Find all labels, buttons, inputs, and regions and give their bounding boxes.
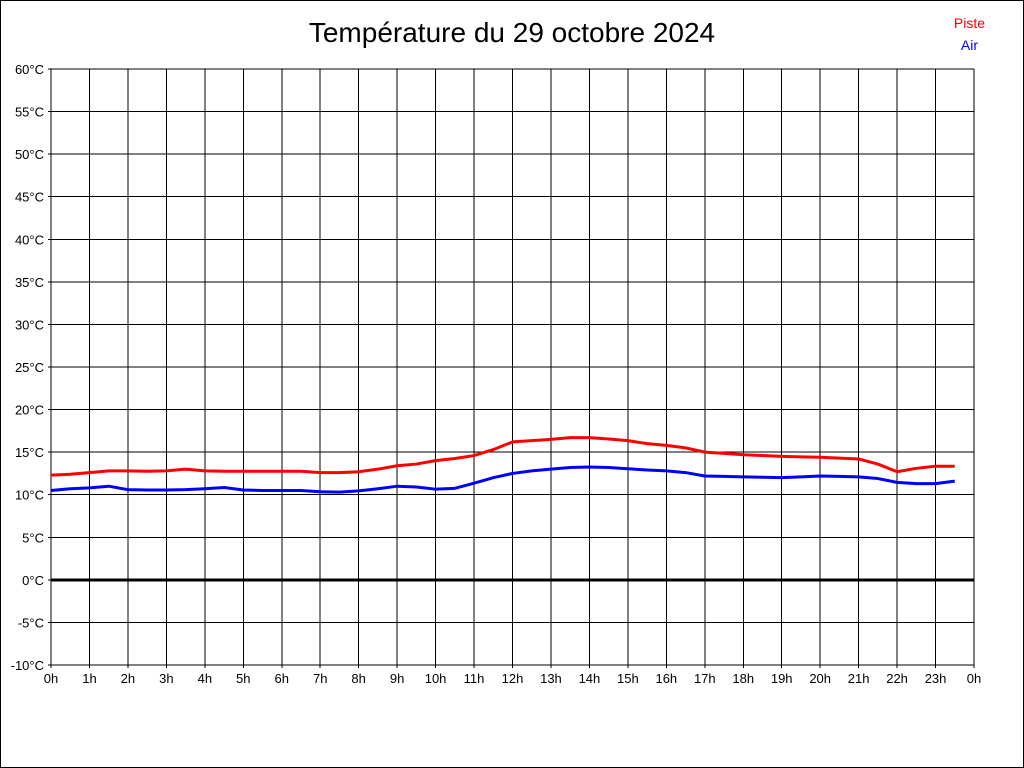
series-line-air (50, 465, 955, 494)
y-axis-tick-label: 55°C (15, 105, 44, 120)
x-axis-tick-label: 14h (579, 671, 601, 686)
y-axis-tick-label: 60°C (15, 62, 44, 77)
x-axis-tick-label: 16h (655, 671, 677, 686)
y-axis-tick-label: 45°C (15, 190, 44, 205)
y-axis-tick-label: 50°C (15, 147, 44, 162)
series-line-piste (50, 436, 955, 477)
x-axis-tick-label: 10h (425, 671, 447, 686)
chart-title: Température du 29 octobre 2024 (308, 17, 716, 48)
x-axis-tick-label: 6h (275, 671, 289, 686)
y-axis-tick-label: 20°C (15, 403, 44, 418)
x-axis-tick-label: 0h (967, 671, 981, 686)
x-axis-tick-label: 18h (732, 671, 754, 686)
legend-item-piste: Piste (953, 15, 985, 31)
x-axis-tick-label: 23h (925, 671, 947, 686)
x-axis-tick-label: 4h (198, 671, 212, 686)
x-axis-tick-label: 11h (464, 671, 485, 686)
y-axis-tick-label: 25°C (15, 360, 44, 375)
y-axis-tick-label: -10°C (11, 658, 44, 673)
y-axis-tick-label: 5°C (22, 530, 44, 545)
x-axis-tick-label: 2h (121, 671, 135, 686)
x-axis-tick-label: 12h (502, 671, 524, 686)
x-axis-tick-label: 0h (44, 671, 58, 686)
x-axis-tick-label: 5h (236, 671, 250, 686)
x-axis-tick-label: 8h (351, 671, 365, 686)
y-axis-tick-label: 10°C (15, 488, 44, 503)
y-axis-tick-label: 35°C (15, 275, 44, 290)
y-axis-tick-label: 15°C (15, 445, 44, 460)
y-axis-tick-label: 0°C (22, 573, 44, 588)
y-axis-tick-label: 30°C (15, 317, 44, 332)
x-axis-tick-label: 9h (390, 671, 404, 686)
y-axis-tick-label: 40°C (15, 232, 44, 247)
legend: Piste Air (954, 12, 985, 56)
x-axis-tick-label: 7h (313, 671, 327, 686)
x-axis-tick-label: 22h (886, 671, 908, 686)
legend-item-air: Air (960, 37, 978, 53)
x-axis-tick-label: 13h (540, 671, 562, 686)
x-axis-tick-label: 15h (617, 671, 639, 686)
x-axis-tick-label: 19h (771, 671, 793, 686)
y-axis-tick-label: -5°C (18, 615, 44, 630)
x-axis-tick-label: 21h (848, 671, 870, 686)
x-axis-tick-label: 3h (159, 671, 173, 686)
x-axis-tick-label: 17h (694, 671, 716, 686)
x-axis-tick-label: 20h (809, 671, 831, 686)
x-axis-tick-label: 1h (82, 671, 96, 686)
